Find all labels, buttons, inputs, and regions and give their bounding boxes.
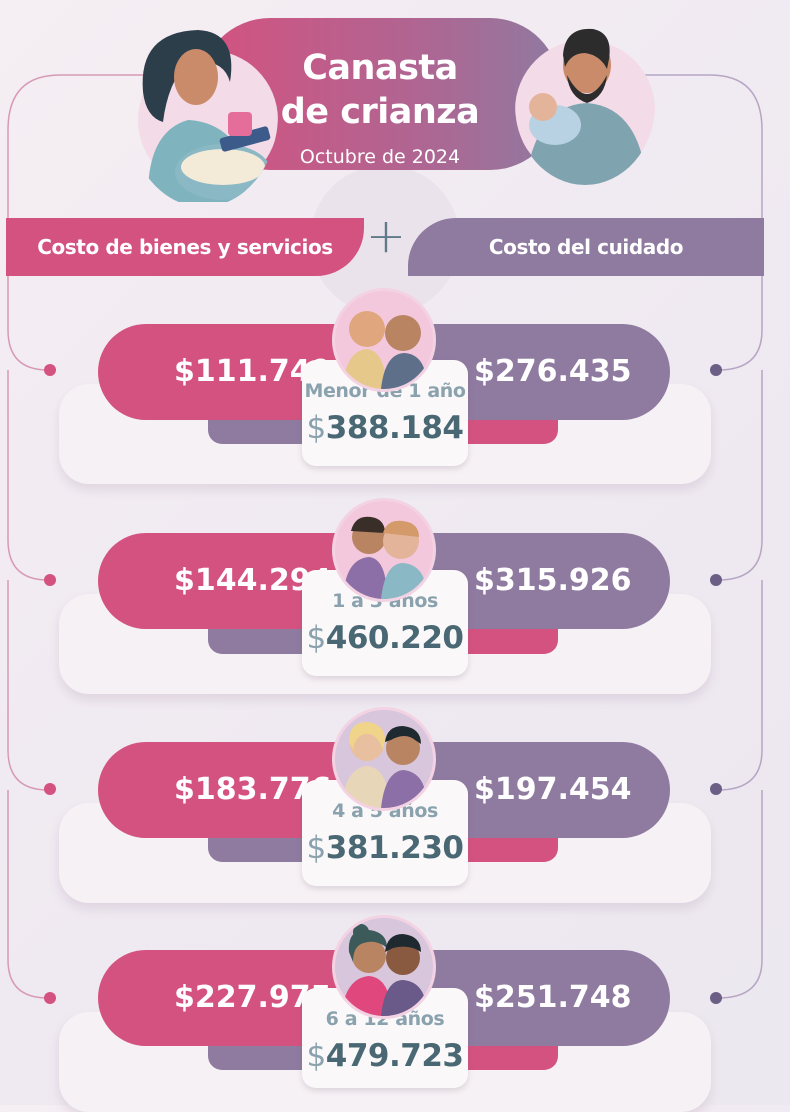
toddler-illustration (332, 498, 436, 602)
title-line-2: de crianza (280, 92, 480, 132)
title-line-1: Canasta (302, 48, 458, 88)
currency-symbol: $ (306, 410, 327, 446)
preschool-children-illustration (332, 707, 436, 811)
care-cost-value: $197.454 (430, 742, 670, 838)
school-children-illustration (332, 915, 436, 1019)
total-value: 479.723 (325, 1038, 464, 1074)
connector-dot-left (44, 574, 56, 586)
care-cost-header: Costo del cuidado (408, 218, 764, 276)
age-total-box: Menor de 1 año $388.184 (302, 360, 468, 466)
total-value: 388.184 (325, 410, 464, 446)
currency-symbol: $ (306, 620, 327, 656)
age-group-label: 4 a 5 años (332, 800, 438, 822)
connector-dot-right (710, 783, 722, 795)
age-group-label: 6 a 12 años (325, 1008, 445, 1030)
care-cost-value: $276.435 (430, 324, 670, 420)
care-cost-value: $315.926 (430, 533, 670, 629)
care-cost-value: $251.748 (430, 950, 670, 1046)
connector-dot-right (710, 992, 722, 1004)
total-cost: $381.230 (302, 830, 468, 866)
total-cost: $479.723 (302, 1038, 468, 1074)
total-value: 381.230 (325, 830, 464, 866)
currency-symbol: $ (306, 830, 327, 866)
connector-dot-right (710, 574, 722, 586)
page-title: Canasta de crianza (200, 46, 560, 134)
total-cost: $388.184 (302, 410, 468, 446)
baby-illustration (332, 288, 436, 392)
connector-dot-left (44, 992, 56, 1004)
currency-symbol: $ (306, 1038, 327, 1074)
goods-services-header: Costo de bienes y servicios (6, 218, 364, 276)
connector-dot-left (44, 783, 56, 795)
total-value: 460.220 (325, 620, 464, 656)
total-cost: $460.220 (302, 620, 468, 656)
father-holding-baby-illustration (515, 25, 655, 185)
connector-dot-left (44, 364, 56, 376)
plus-icon: + (365, 208, 407, 264)
mother-cooking-illustration (128, 22, 278, 207)
page-subtitle: Octubre de 2024 (299, 146, 461, 168)
connector-dot-right (710, 364, 722, 376)
